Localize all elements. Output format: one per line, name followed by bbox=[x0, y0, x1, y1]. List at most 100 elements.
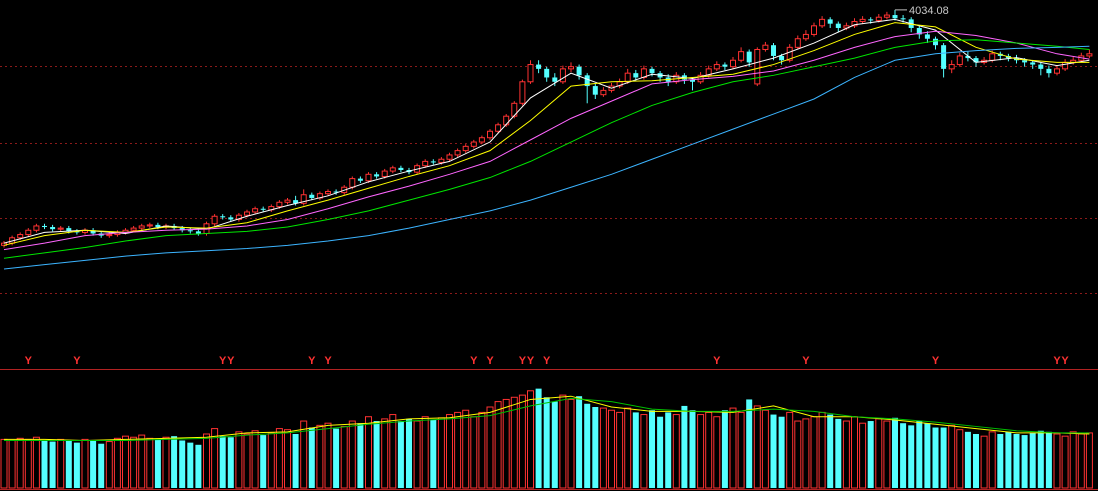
candle-body bbox=[794, 38, 801, 48]
candle-body bbox=[74, 231, 80, 233]
moving-average-line bbox=[3, 30, 1090, 251]
volume-bar bbox=[883, 420, 891, 489]
candle-body bbox=[762, 44, 769, 50]
volume-bar bbox=[576, 396, 583, 488]
volume-bar bbox=[608, 409, 615, 489]
candle-body bbox=[624, 72, 631, 83]
volume-bar bbox=[697, 414, 705, 489]
candle-body bbox=[690, 79, 695, 82]
candle-body bbox=[462, 145, 469, 152]
candle-body bbox=[17, 234, 24, 239]
candle-body bbox=[284, 199, 291, 203]
candle-body bbox=[779, 55, 785, 61]
volume-bar bbox=[397, 421, 404, 488]
volume-bar bbox=[365, 416, 372, 489]
candle-body bbox=[244, 211, 250, 216]
moving-average-line bbox=[3, 39, 1090, 259]
candle-body bbox=[381, 170, 388, 177]
candle-body bbox=[130, 227, 137, 231]
volume-bar bbox=[842, 420, 850, 489]
volume-average-line bbox=[4, 395, 1090, 441]
signal-label: Y bbox=[73, 355, 81, 367]
candle-body bbox=[956, 55, 963, 66]
volume-bar bbox=[389, 414, 397, 489]
candle-body bbox=[374, 174, 380, 177]
candle-body bbox=[559, 68, 566, 83]
candle-body bbox=[187, 230, 193, 232]
candle-body bbox=[487, 130, 493, 139]
volume-bar bbox=[113, 437, 121, 489]
volume-bar bbox=[308, 427, 315, 488]
volume-bar bbox=[138, 434, 146, 489]
candle-body bbox=[859, 18, 866, 23]
candle-body bbox=[438, 158, 445, 163]
volume-bar bbox=[316, 424, 324, 489]
volume-bar bbox=[187, 442, 194, 488]
volume-bar bbox=[827, 414, 834, 488]
candle-body bbox=[138, 225, 145, 229]
volume-bar bbox=[1069, 431, 1077, 489]
volume-bar bbox=[373, 421, 380, 488]
volume-bar bbox=[478, 411, 486, 489]
volume-bar bbox=[737, 411, 745, 489]
volume-bar bbox=[916, 421, 923, 488]
volume-bar bbox=[1005, 431, 1012, 488]
candle-body bbox=[365, 173, 372, 182]
candle-body bbox=[827, 19, 833, 24]
candle-body bbox=[916, 27, 922, 35]
volume-bar bbox=[227, 437, 234, 488]
volume-bar bbox=[802, 418, 810, 489]
candle-body bbox=[941, 45, 947, 69]
candle-body bbox=[600, 89, 607, 96]
candle-body bbox=[252, 208, 259, 213]
candle-body bbox=[746, 51, 752, 63]
signal-label: Y bbox=[802, 355, 810, 367]
volume-bar bbox=[672, 414, 680, 489]
volume-bar bbox=[1061, 435, 1069, 489]
volume-bar bbox=[235, 431, 243, 489]
volume-bar bbox=[705, 411, 713, 489]
volume-bar bbox=[203, 433, 210, 489]
candle-body bbox=[948, 64, 955, 70]
volume-bar bbox=[632, 412, 639, 488]
candle-body bbox=[900, 18, 906, 20]
candle-body bbox=[50, 227, 56, 230]
volume-bar bbox=[430, 419, 437, 488]
candle-body bbox=[1086, 53, 1093, 57]
volume-bar bbox=[1037, 430, 1044, 488]
candle-body bbox=[592, 86, 598, 95]
volume-bar bbox=[640, 414, 648, 489]
candle-body bbox=[478, 137, 485, 143]
volume-bar bbox=[551, 401, 558, 488]
volume-bar bbox=[535, 388, 542, 488]
signal-label: Y bbox=[308, 355, 316, 367]
volume-bar bbox=[908, 425, 915, 488]
volume-bar bbox=[567, 398, 575, 489]
volume-bar bbox=[980, 435, 988, 489]
candle-body bbox=[649, 68, 655, 74]
volume-bar bbox=[162, 436, 170, 489]
candle-body bbox=[25, 229, 32, 236]
candle-body bbox=[146, 224, 153, 227]
volume-bar bbox=[73, 442, 80, 488]
candle-body bbox=[786, 46, 793, 61]
candle-body bbox=[33, 225, 40, 231]
volume-bar bbox=[770, 414, 777, 488]
moving-average-line bbox=[3, 45, 1090, 270]
high-label: 4034.08 bbox=[909, 5, 949, 17]
candle-body bbox=[1054, 68, 1060, 74]
volume-bar bbox=[900, 423, 907, 488]
candle-body bbox=[211, 215, 218, 225]
volume-bar bbox=[211, 428, 219, 489]
candle-body bbox=[924, 34, 930, 39]
volume-bar bbox=[486, 406, 494, 489]
signal-label: Y bbox=[1061, 355, 1069, 367]
candle-body bbox=[90, 230, 96, 234]
candle-body bbox=[989, 53, 996, 61]
volume-bar bbox=[778, 416, 785, 488]
candle-body bbox=[519, 81, 526, 104]
volume-bar bbox=[616, 411, 624, 489]
volume-bar bbox=[98, 443, 105, 488]
signal-label: Y bbox=[219, 355, 227, 367]
